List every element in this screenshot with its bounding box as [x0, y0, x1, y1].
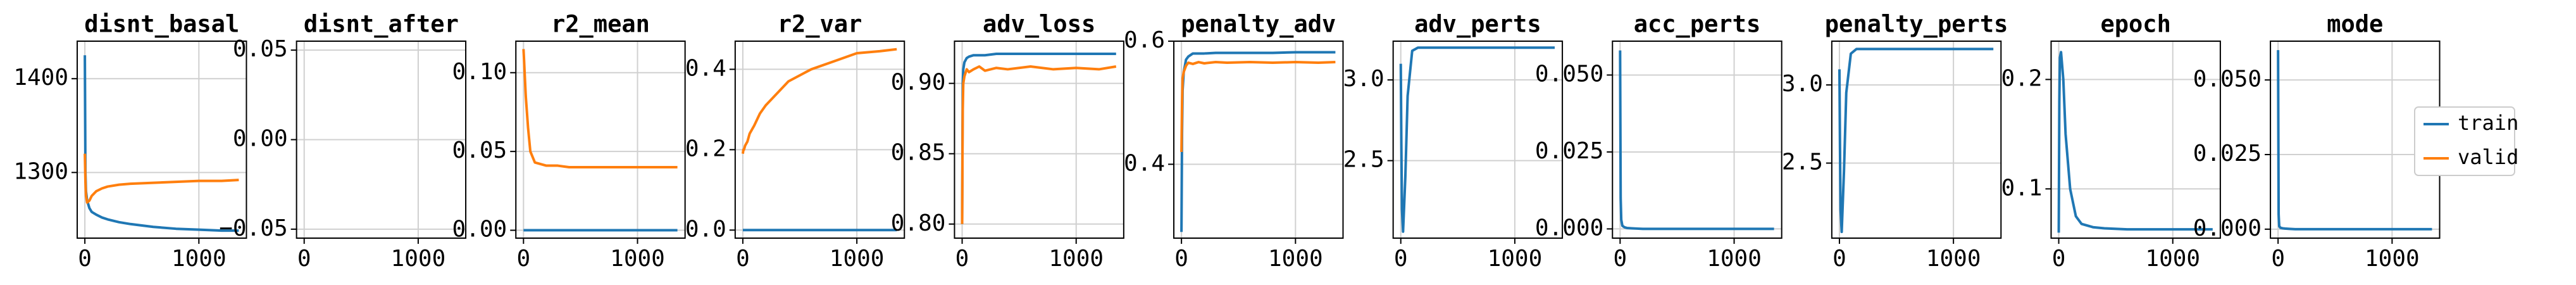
series-line [1180, 61, 1336, 152]
x-tick-label: 0 [1613, 246, 1627, 272]
x-tick-label: 0 [1832, 246, 1846, 272]
series-line [1619, 50, 1774, 231]
x-tick-label: 1000 [1926, 246, 1981, 272]
y-tick-label: 3.0 [1343, 66, 1384, 92]
y-tick-label: 0.10 [452, 59, 507, 85]
x-tick-label: 0 [1174, 246, 1188, 272]
x-tick-label: 0 [2052, 246, 2066, 272]
axes-frame [2050, 41, 2221, 239]
x-tick-label: 0 [516, 246, 530, 272]
x-tick-label: 0 [297, 246, 311, 272]
y-tick-label: 0.05 [233, 36, 288, 62]
x-tick-label: 0 [78, 246, 92, 272]
y-tick-label: 0.1 [2001, 175, 2042, 201]
y-tick-label: 2.5 [1343, 147, 1384, 173]
x-tick-label: 0 [2271, 246, 2285, 272]
y-tick-label: 0.050 [2193, 66, 2262, 92]
axes-frame [954, 41, 1124, 239]
series-line [1180, 51, 1336, 232]
y-tick-label: 0.025 [2193, 141, 2262, 167]
axes-frame [1173, 41, 1344, 239]
axes-frame [515, 41, 686, 239]
x-tick-label: 1000 [2145, 246, 2200, 272]
chart-title: mode [2327, 11, 2383, 38]
series-line [1838, 48, 1994, 234]
series-line [84, 55, 239, 232]
x-tick-label: 1000 [830, 246, 885, 272]
y-tick-label: 3.0 [1782, 71, 1823, 97]
y-tick-label: 0.05 [452, 137, 507, 163]
legend-label: valid [2458, 145, 2518, 169]
y-tick-label: 0.025 [1535, 138, 1603, 164]
axes-frame [1831, 41, 2002, 239]
axes-frame [1392, 41, 1564, 239]
y-tick-label: 0.000 [2193, 215, 2262, 241]
series-line [522, 49, 678, 169]
legend: train valid [2414, 106, 2518, 176]
x-tick-label: 1000 [171, 246, 227, 272]
chart-title: r2_mean [551, 11, 650, 38]
legend-label: train [2458, 111, 2518, 135]
axes-frame [734, 41, 905, 239]
chart-title: penalty_adv [1181, 11, 1336, 38]
x-tick-label: 0 [736, 246, 750, 272]
x-tick-label: 1000 [1048, 246, 1104, 272]
x-tick-label: 1000 [2365, 246, 2420, 272]
y-tick-label: 0.90 [891, 70, 946, 96]
y-tick-label: 0.4 [1124, 150, 1165, 176]
x-tick-label: 1000 [1268, 246, 1323, 272]
series-line [2057, 51, 2213, 233]
x-tick-label: 0 [1394, 246, 1408, 272]
x-tick-label: 1000 [1707, 246, 1762, 272]
chart-title: disnt_after [304, 11, 459, 38]
y-tick-label: 0.000 [1535, 215, 1603, 241]
y-tick-label: 2.5 [1782, 149, 1823, 175]
series-line [961, 52, 1116, 224]
y-tick-label: 0.4 [685, 55, 726, 81]
y-tick-label: 0.2 [685, 136, 726, 162]
series-line [961, 65, 1117, 224]
y-tick-label: 0.2 [2001, 65, 2042, 91]
x-tick-label: 1000 [1488, 246, 1543, 272]
y-tick-label: 0.6 [1124, 27, 1165, 53]
x-tick-label: 1000 [610, 246, 665, 272]
chart-title: r2_var [778, 11, 862, 38]
y-tick-label: 0.00 [233, 126, 288, 152]
series-line [741, 48, 897, 154]
y-tick-label: 0.85 [891, 140, 946, 166]
chart-title: epoch [2100, 11, 2170, 38]
axes-frame [1612, 41, 1783, 239]
x-tick-label: 0 [955, 246, 969, 272]
series-line [84, 153, 239, 204]
y-tick-label: 0.0 [685, 216, 726, 242]
chart-title: adv_perts [1414, 11, 1541, 38]
chart-title: adv_loss [983, 11, 1095, 38]
series-line [2277, 50, 2432, 231]
y-tick-label: 0.050 [1535, 61, 1603, 87]
axes-frame [296, 41, 467, 239]
y-tick-label: 0.00 [452, 217, 507, 243]
chart-title: acc_perts [1634, 11, 1760, 38]
y-tick-label: 1300 [13, 158, 68, 184]
chart-title: disnt_basal [84, 11, 239, 38]
y-tick-label: 1400 [13, 65, 68, 91]
series-line [1399, 46, 1555, 233]
y-tick-label: 0.80 [891, 210, 946, 236]
y-tick-label: −0.05 [219, 215, 287, 241]
axes-frame [77, 41, 247, 239]
chart-title: penalty_perts [1825, 11, 2008, 38]
x-tick-label: 1000 [391, 246, 446, 272]
